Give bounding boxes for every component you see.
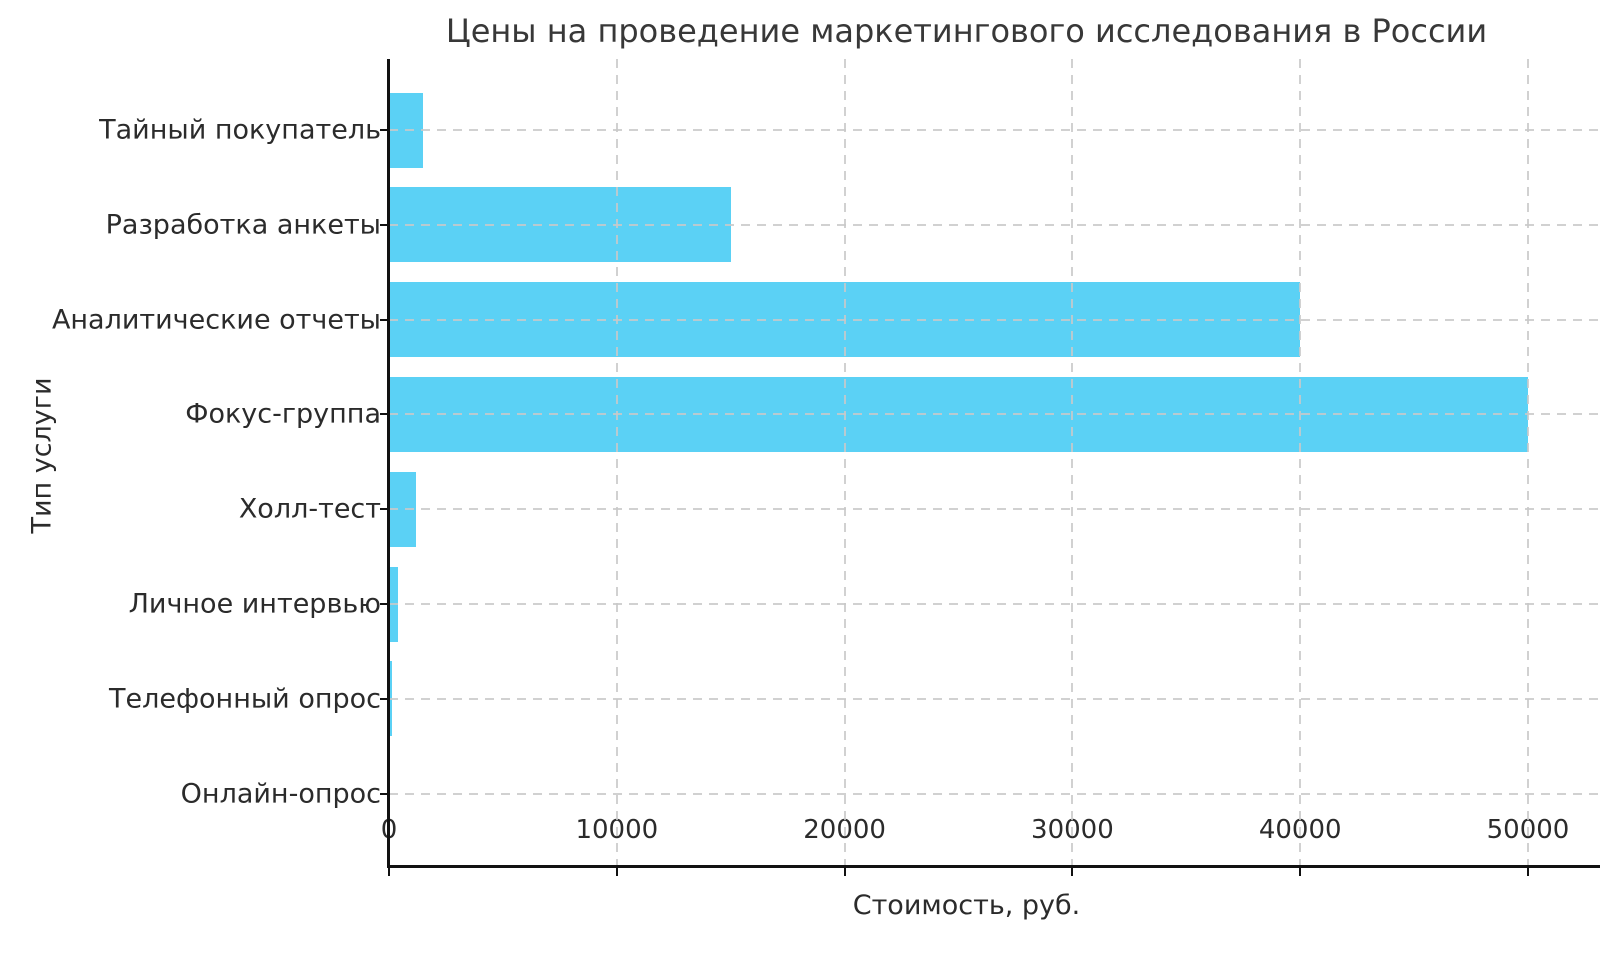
- y-axis-line: [387, 59, 390, 865]
- x-tick-mark-20000: [843, 868, 846, 876]
- category-label-5: Личное интервью: [128, 588, 381, 620]
- x-tick-mark-0: [388, 868, 390, 876]
- x-gridline-30000: [1071, 59, 1074, 865]
- y-tick-mark-2: [380, 318, 388, 321]
- y-gridline-2: [389, 318, 1600, 321]
- y-gridline-1: [389, 223, 1600, 226]
- y-tick-mark-7: [380, 792, 388, 795]
- category-label-4: Холл-тест: [238, 493, 381, 525]
- x-tick-mark-40000: [1299, 868, 1302, 876]
- y-tick-mark-6: [380, 697, 388, 700]
- x-gridline-20000: [843, 59, 846, 865]
- x-gridline-50000: [1527, 59, 1529, 865]
- x-axis-line: [387, 865, 1600, 868]
- category-label-1: Разработка анкеты: [105, 209, 381, 241]
- y-gridline-6: [389, 697, 1600, 700]
- chart-title: Цены на проведение маркетингового исслед…: [445, 12, 1488, 50]
- y-tick-mark-3: [380, 413, 388, 416]
- y-gridline-5: [389, 603, 1600, 605]
- x-tick-mark-30000: [1071, 868, 1074, 876]
- y-gridline-0: [389, 129, 1600, 131]
- y-tick-mark-0: [380, 129, 388, 131]
- y-tick-mark-1: [380, 223, 388, 226]
- plot-area: [380, 59, 1600, 876]
- category-label-2: Аналитические отчеты: [51, 304, 381, 336]
- y-gridline-7: [389, 792, 1600, 795]
- x-tick-mark-50000: [1527, 868, 1529, 876]
- x-gridline-40000: [1299, 59, 1302, 865]
- category-label-0: Тайный покупатель: [99, 114, 381, 146]
- category-label-6: Телефонный опрос: [108, 683, 381, 715]
- y-gridline-4: [389, 508, 1600, 511]
- x-axis-title: Стоимость, руб.: [852, 890, 1081, 921]
- y-tick-mark-5: [380, 603, 388, 605]
- y-gridline-3: [389, 413, 1600, 416]
- category-label-7: Онлайн-опрос: [180, 778, 381, 810]
- y-axis-title: Тип услуги: [26, 377, 58, 534]
- x-gridline-10000: [615, 59, 618, 865]
- y-tick-mark-4: [380, 508, 388, 511]
- category-label-3: Фокус-группа: [185, 398, 381, 430]
- x-tick-mark-10000: [615, 868, 618, 876]
